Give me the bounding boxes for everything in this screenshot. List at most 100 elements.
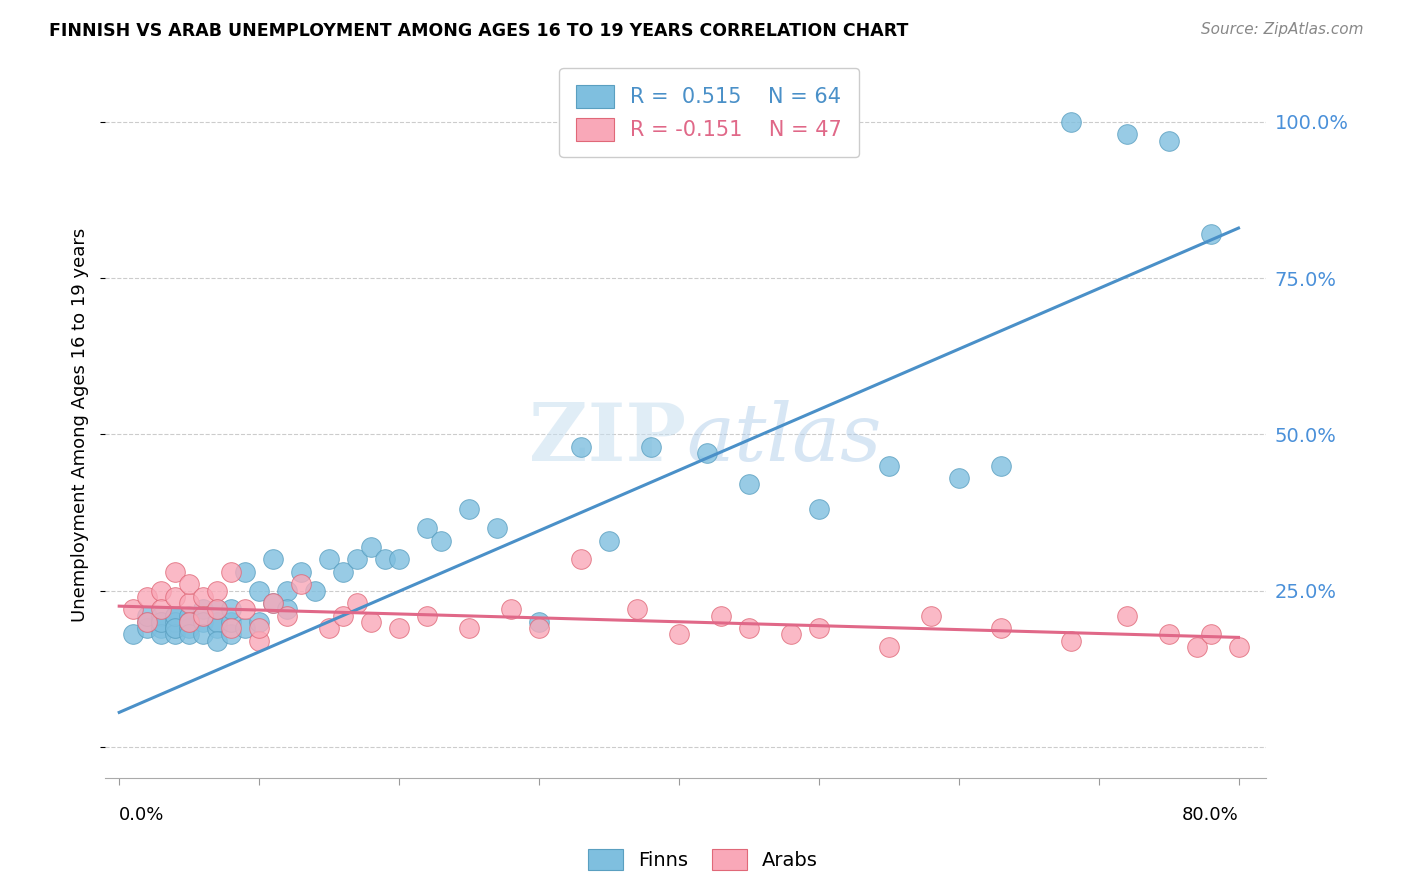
- Point: [920, 608, 942, 623]
- Point: [122, 627, 145, 641]
- Point: [165, 608, 187, 623]
- Point: [136, 615, 159, 629]
- Point: [205, 583, 228, 598]
- Point: [150, 583, 173, 598]
- Point: [499, 602, 522, 616]
- Y-axis label: Unemployment Among Ages 16 to 19 years: Unemployment Among Ages 16 to 19 years: [72, 227, 89, 622]
- Point: [233, 621, 256, 635]
- Point: [388, 552, 411, 566]
- Point: [191, 590, 214, 604]
- Point: [205, 602, 228, 616]
- Point: [738, 621, 761, 635]
- Text: atlas: atlas: [686, 401, 882, 478]
- Point: [416, 608, 439, 623]
- Point: [569, 440, 592, 454]
- Point: [191, 608, 214, 623]
- Point: [710, 608, 733, 623]
- Point: [136, 608, 159, 623]
- Point: [1157, 627, 1180, 641]
- Point: [179, 627, 201, 641]
- Point: [179, 615, 201, 629]
- Point: [276, 583, 298, 598]
- Point: [318, 621, 340, 635]
- Point: [247, 583, 270, 598]
- Point: [1199, 227, 1222, 242]
- Point: [179, 621, 201, 635]
- Point: [332, 565, 354, 579]
- Point: [1199, 627, 1222, 641]
- Point: [191, 615, 214, 629]
- Point: [738, 477, 761, 491]
- Point: [165, 621, 187, 635]
- Text: 80.0%: 80.0%: [1182, 806, 1239, 824]
- Point: [191, 627, 214, 641]
- Point: [247, 615, 270, 629]
- Point: [388, 621, 411, 635]
- Point: [990, 458, 1012, 473]
- Point: [374, 552, 396, 566]
- Point: [219, 621, 242, 635]
- Point: [205, 621, 228, 635]
- Point: [179, 608, 201, 623]
- Point: [165, 627, 187, 641]
- Point: [290, 577, 312, 591]
- Point: [276, 602, 298, 616]
- Text: ZIP: ZIP: [529, 400, 686, 478]
- Point: [877, 640, 900, 654]
- Point: [205, 615, 228, 629]
- Point: [527, 615, 550, 629]
- Point: [807, 502, 830, 516]
- Point: [262, 596, 284, 610]
- Point: [219, 565, 242, 579]
- Point: [877, 458, 900, 473]
- Point: [1185, 640, 1208, 654]
- Point: [527, 621, 550, 635]
- Point: [1059, 115, 1081, 129]
- Point: [990, 621, 1012, 635]
- Point: [150, 621, 173, 635]
- Text: FINNISH VS ARAB UNEMPLOYMENT AMONG AGES 16 TO 19 YEARS CORRELATION CHART: FINNISH VS ARAB UNEMPLOYMENT AMONG AGES …: [49, 22, 908, 40]
- Point: [262, 552, 284, 566]
- Point: [346, 596, 368, 610]
- Point: [165, 621, 187, 635]
- Point: [179, 577, 201, 591]
- Point: [1115, 128, 1137, 142]
- Point: [485, 521, 508, 535]
- Text: Source: ZipAtlas.com: Source: ZipAtlas.com: [1201, 22, 1364, 37]
- Point: [696, 446, 718, 460]
- Point: [136, 621, 159, 635]
- Point: [179, 596, 201, 610]
- Point: [430, 533, 453, 548]
- Point: [150, 602, 173, 616]
- Point: [262, 596, 284, 610]
- Point: [1157, 134, 1180, 148]
- Point: [165, 565, 187, 579]
- Point: [233, 602, 256, 616]
- Point: [205, 633, 228, 648]
- Point: [304, 583, 326, 598]
- Point: [150, 615, 173, 629]
- Point: [165, 590, 187, 604]
- Point: [458, 621, 481, 635]
- Point: [122, 602, 145, 616]
- Point: [569, 552, 592, 566]
- Point: [290, 565, 312, 579]
- Point: [948, 471, 970, 485]
- Point: [360, 615, 382, 629]
- Point: [1227, 640, 1250, 654]
- Point: [247, 633, 270, 648]
- Point: [165, 608, 187, 623]
- Legend: Finns, Arabs: Finns, Arabs: [581, 841, 825, 878]
- Point: [191, 602, 214, 616]
- Legend: R =  0.515    N = 64, R = -0.151    N = 47: R = 0.515 N = 64, R = -0.151 N = 47: [560, 68, 859, 157]
- Point: [360, 540, 382, 554]
- Point: [150, 608, 173, 623]
- Point: [640, 440, 662, 454]
- Point: [332, 608, 354, 623]
- Text: 0.0%: 0.0%: [120, 806, 165, 824]
- Point: [150, 615, 173, 629]
- Point: [179, 615, 201, 629]
- Point: [779, 627, 801, 641]
- Point: [165, 615, 187, 629]
- Point: [150, 627, 173, 641]
